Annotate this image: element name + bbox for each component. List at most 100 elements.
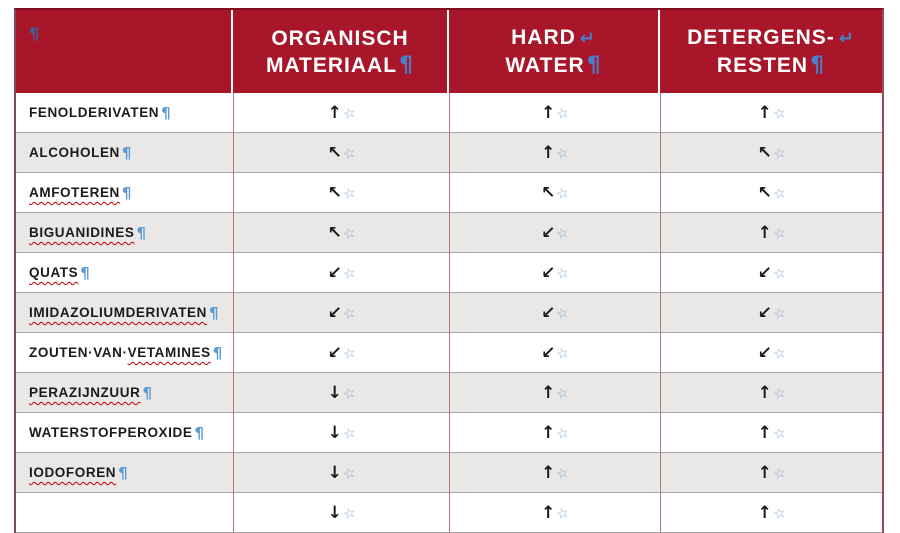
pilcrow-mark: ¶ — [121, 143, 132, 162]
trend-arrow: ↙ — [541, 302, 556, 323]
trend-arrow: ↖ — [327, 222, 342, 243]
star-icon: ☆ — [341, 304, 358, 323]
pilcrow-mark: ¶ — [29, 24, 41, 43]
star-icon: ☆ — [554, 464, 572, 483]
trend-arrow: ↑ — [541, 102, 556, 123]
data-cell: ↙ ☆ — [660, 253, 882, 293]
data-cell: ↑ ☆ — [660, 93, 882, 133]
data-cell: ↑ ☆ — [660, 453, 882, 493]
trend-arrow: ↙ — [327, 302, 342, 323]
header-text: HARD — [511, 26, 576, 49]
pilcrow-mark: ¶ — [194, 423, 205, 442]
trend-arrow: ↑ — [541, 462, 556, 483]
data-cell: ↑ ☆ — [449, 373, 660, 413]
trend-arrow: ↑ — [327, 102, 342, 123]
header-cell-organisch-materiaal: ORGANISCH MATERIAAL¶ — [233, 10, 449, 93]
data-cell: ↙ ☆ — [660, 333, 882, 373]
header-text: RESTEN — [716, 54, 809, 77]
row-label-misspelled: QUATS — [29, 265, 79, 280]
table-row: WATERSTOFPEROXIDE ¶ ↓ ☆ ↑ ☆ ↑ ☆ — [16, 413, 882, 453]
trend-arrow: ↓ — [327, 422, 342, 443]
table-row: IODOFOREN ¶ ↓ ☆ ↑ ☆ ↑ ☆ — [16, 453, 882, 493]
header-text: DETERGENS- — [687, 26, 835, 49]
pilcrow-mark: ¶ — [212, 343, 223, 362]
trend-arrow: ↖ — [541, 182, 556, 203]
star-icon: ☆ — [554, 424, 572, 443]
data-cell: ↑ ☆ — [449, 413, 660, 453]
star-icon: ☆ — [341, 144, 358, 163]
data-cell: ↖ ☆ — [233, 173, 449, 213]
star-icon: ☆ — [771, 264, 788, 283]
data-cell: ↖ ☆ — [660, 173, 882, 213]
star-icon: ☆ — [771, 384, 788, 403]
table-row: IMIDAZOLIUMDERIVATEN ¶ ↙ ☆ ↙ ☆ ↙ ☆ — [16, 293, 882, 333]
star-icon: ☆ — [771, 144, 788, 163]
trend-arrow: ↑ — [541, 422, 556, 443]
trend-arrow: ↙ — [757, 302, 772, 323]
star-icon: ☆ — [771, 224, 788, 243]
data-cell: ↙ ☆ — [233, 293, 449, 333]
star-icon: ☆ — [554, 104, 572, 123]
trend-arrow: ↙ — [541, 222, 556, 243]
data-cell: ↙ ☆ — [233, 333, 449, 373]
star-icon: ☆ — [341, 264, 358, 283]
pilcrow-mark: ¶ — [118, 463, 128, 482]
row-label-misspelled: PERAZIJNZUUR — [29, 385, 141, 400]
label-cell: ZOUTEN·VAN· VETAMINES ¶ — [16, 333, 233, 373]
pilcrow-mark: ¶ — [586, 53, 602, 78]
header-cell-empty: ¶ — [16, 10, 233, 93]
data-cell: ↙ ☆ — [233, 253, 449, 293]
data-cell: ↑ ☆ — [449, 133, 660, 173]
pilcrow-mark: ¶ — [810, 53, 826, 78]
star-icon: ☆ — [771, 504, 788, 523]
data-cell: ↙ ☆ — [660, 293, 882, 333]
label-cell: ALCOHOLEN ¶ — [16, 133, 233, 173]
pilcrow-mark: ¶ — [136, 223, 147, 242]
label-cell: PERAZIJNZUUR ¶ — [16, 373, 233, 413]
label-cell: FENOLDERIVATEN ¶ — [16, 93, 233, 133]
data-cell: ↖ ☆ — [233, 133, 449, 173]
row-label: FENOLDERIVATEN — [29, 105, 160, 120]
star-icon: ☆ — [771, 464, 788, 483]
star-icon: ☆ — [771, 424, 788, 443]
star-icon: ☆ — [341, 464, 358, 483]
table-row: FENOLDERIVATEN ¶ ↑ ☆ ↑ ☆ ↑ ☆ — [16, 93, 882, 133]
trend-arrow: ↑ — [757, 422, 772, 443]
label-cell: AMFOTEREN ¶ — [16, 173, 233, 213]
trend-arrow: ↙ — [541, 262, 556, 283]
star-icon: ☆ — [341, 104, 358, 123]
star-icon: ☆ — [554, 264, 572, 283]
data-cell: ↓ ☆ — [233, 493, 449, 533]
table-row: AMFOTEREN ¶ ↖ ☆ ↖ ☆ ↖ ☆ — [16, 173, 882, 213]
label-cell: BIGUANIDINES ¶ — [16, 213, 233, 253]
pilcrow-mark: ¶ — [142, 383, 153, 402]
star-icon: ☆ — [554, 184, 572, 203]
star-icon: ☆ — [341, 504, 358, 523]
table-header-row: ¶ ORGANISCH MATERIAAL¶ HARD ↵ WATER¶ DETE… — [16, 10, 882, 93]
star-icon: ☆ — [554, 384, 572, 403]
data-cell: ↖ ☆ — [660, 133, 882, 173]
data-cell: ↑ ☆ — [660, 493, 882, 533]
trend-arrow: ↑ — [541, 142, 556, 163]
row-label: WATERSTOFPEROXIDE — [29, 425, 193, 440]
star-icon: ☆ — [554, 304, 572, 323]
star-icon: ☆ — [341, 344, 358, 363]
pilcrow-mark: ¶ — [399, 52, 415, 78]
star-icon: ☆ — [341, 424, 358, 443]
header-cell-hard-water: HARD ↵ WATER¶ — [449, 10, 660, 93]
row-label: ZOUTEN·VAN· — [29, 345, 128, 360]
data-cell: ↓ ☆ — [233, 373, 449, 413]
formatting-marks-table: ¶ ORGANISCH MATERIAAL¶ HARD ↵ WATER¶ DETE… — [14, 8, 884, 533]
pilcrow-mark: ¶ — [121, 183, 132, 202]
header-text: MATERIAAL — [265, 53, 398, 77]
label-cell: IMIDAZOLIUMDERIVATEN ¶ — [16, 293, 233, 333]
data-cell: ↑ ☆ — [449, 93, 660, 133]
star-icon: ☆ — [341, 184, 358, 203]
star-icon: ☆ — [771, 304, 788, 323]
trend-arrow: ↙ — [327, 342, 342, 363]
trend-arrow: ↓ — [327, 462, 342, 483]
pilcrow-mark: ¶ — [161, 103, 171, 122]
trend-arrow: ↙ — [541, 342, 556, 363]
line-break-mark: ↵ — [579, 28, 596, 49]
star-icon: ☆ — [554, 344, 572, 363]
